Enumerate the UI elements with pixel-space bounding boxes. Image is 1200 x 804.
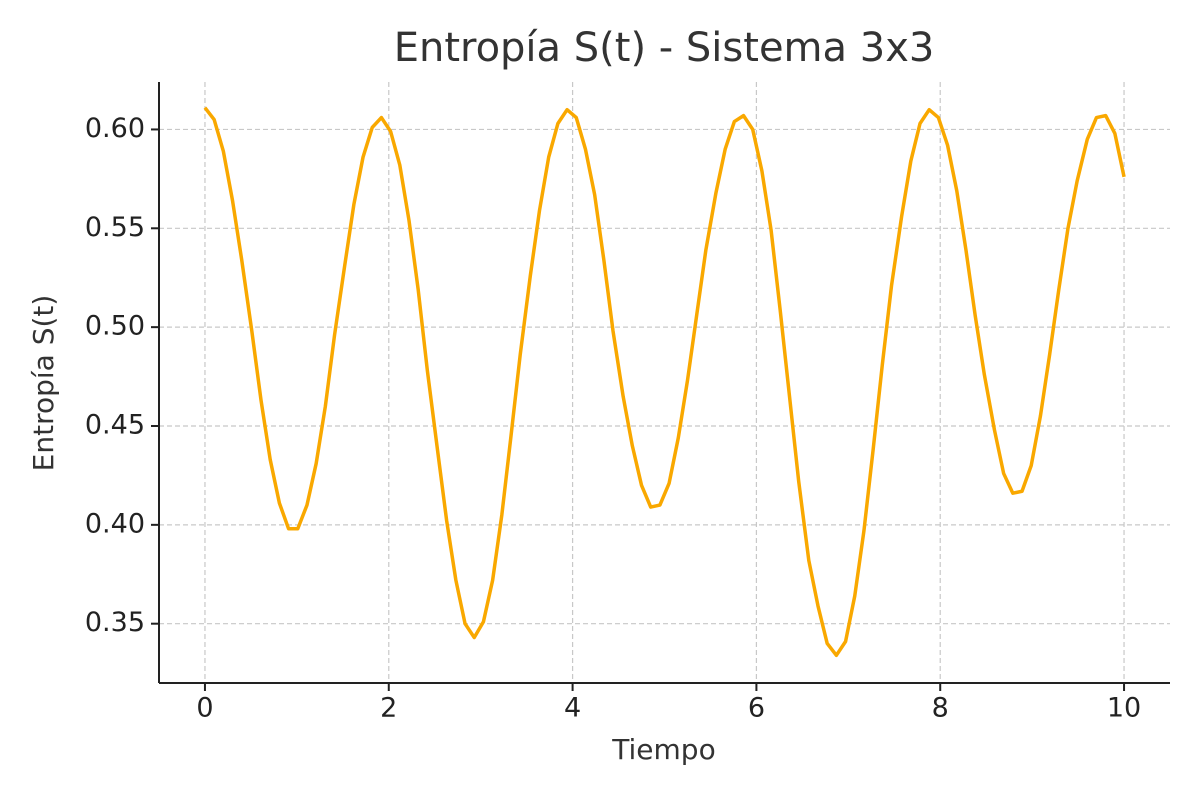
x-tick-label: 4 xyxy=(564,693,581,724)
y-tick-label: 0.60 xyxy=(85,113,145,144)
y-tick-label: 0.35 xyxy=(85,607,145,638)
y-tick-label: 0.50 xyxy=(85,311,145,342)
y-tick-label: 0.40 xyxy=(85,508,145,539)
x-tick-label: 6 xyxy=(748,693,765,724)
x-axis-label: Tiempo xyxy=(611,733,715,766)
y-tick-label: 0.45 xyxy=(85,409,145,440)
x-tick-label: 8 xyxy=(932,693,949,724)
x-tick-label: 10 xyxy=(1107,693,1141,724)
y-tick-label: 0.55 xyxy=(85,212,145,243)
x-tick-label: 0 xyxy=(196,693,213,724)
data-line xyxy=(203,106,1126,658)
x-tick-label: 2 xyxy=(380,693,397,724)
y-axis-label: Entropía S(t) xyxy=(27,295,60,472)
chart-title: Entropía S(t) - Sistema 3x3 xyxy=(394,25,935,71)
